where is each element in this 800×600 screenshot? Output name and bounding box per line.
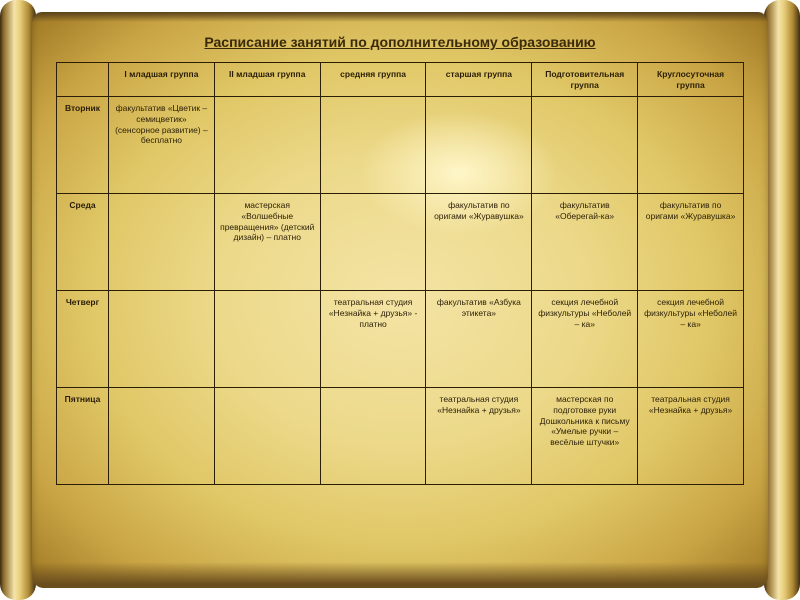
header-col-1: II младшая группа bbox=[214, 63, 320, 97]
day-label: Пятница bbox=[57, 388, 109, 485]
scroll-roll-left bbox=[0, 0, 36, 600]
cell bbox=[320, 97, 426, 194]
table-row: Вторник факультатив «Цветик – семицветик… bbox=[57, 97, 744, 194]
cell: театральная студия «Незнайка + друзья» -… bbox=[320, 291, 426, 388]
parchment-sheet: Расписание занятий по дополнительному об… bbox=[32, 12, 768, 588]
cell: театральная студия «Незнайка + друзья» bbox=[638, 388, 744, 485]
cell bbox=[532, 97, 638, 194]
header-col-4: Подготовительная группа bbox=[532, 63, 638, 97]
scroll-roll-right bbox=[764, 0, 800, 600]
day-label: Вторник bbox=[57, 97, 109, 194]
cell: театральная студия «Незнайка + друзья» bbox=[426, 388, 532, 485]
table-row: Пятница театральная студия «Незнайка + д… bbox=[57, 388, 744, 485]
page-title: Расписание занятий по дополнительному об… bbox=[56, 34, 744, 50]
header-corner bbox=[57, 63, 109, 97]
cell bbox=[214, 388, 320, 485]
table-header: I младшая группа II младшая группа средн… bbox=[57, 63, 744, 97]
cell bbox=[320, 388, 426, 485]
cell bbox=[638, 97, 744, 194]
page-background: Расписание занятий по дополнительному об… bbox=[0, 0, 800, 600]
cell: факультатив «Цветик – семицветик» (сенсо… bbox=[109, 97, 215, 194]
cell bbox=[214, 291, 320, 388]
cell bbox=[109, 194, 215, 291]
cell: мастерская по подготовке руки Дошкольник… bbox=[532, 388, 638, 485]
cell bbox=[109, 388, 215, 485]
day-label: Среда bbox=[57, 194, 109, 291]
header-col-0: I младшая группа bbox=[109, 63, 215, 97]
cell: секция лечебной физкультуры «Неболей – к… bbox=[638, 291, 744, 388]
cell bbox=[320, 194, 426, 291]
cell: факультатив «Азбука этикета» bbox=[426, 291, 532, 388]
cell bbox=[214, 97, 320, 194]
cell: секция лечебной физкультуры «Неболей – к… bbox=[532, 291, 638, 388]
cell: факультатив «Оберегай-ка» bbox=[532, 194, 638, 291]
table-body: Вторник факультатив «Цветик – семицветик… bbox=[57, 97, 744, 485]
cell bbox=[426, 97, 532, 194]
header-col-2: средняя группа bbox=[320, 63, 426, 97]
cell: факультатив по оригами «Журавушка» bbox=[426, 194, 532, 291]
cell: мастерская «Волшебные превращения» (детс… bbox=[214, 194, 320, 291]
table-row: Среда мастерская «Волшебные превращения»… bbox=[57, 194, 744, 291]
schedule-table: I младшая группа II младшая группа средн… bbox=[56, 62, 744, 485]
header-col-3: старшая группа bbox=[426, 63, 532, 97]
cell bbox=[109, 291, 215, 388]
header-col-5: Круглосуточная группа bbox=[638, 63, 744, 97]
table-row: Четверг театральная студия «Незнайка + д… bbox=[57, 291, 744, 388]
cell: факультатив по оригами «Журавушка» bbox=[638, 194, 744, 291]
day-label: Четверг bbox=[57, 291, 109, 388]
